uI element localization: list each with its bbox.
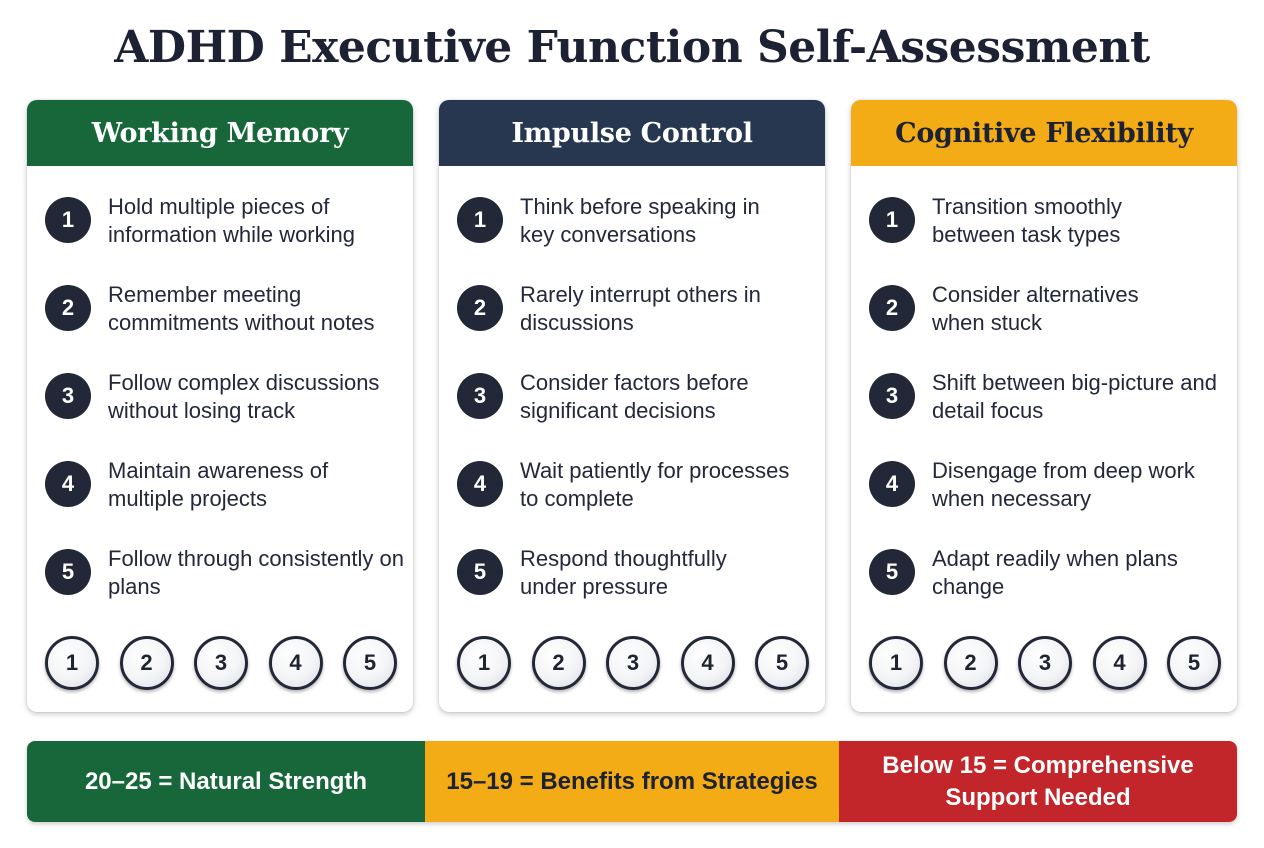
rating-option-2[interactable]: 2 [531, 636, 586, 690]
rating-option-4[interactable]: 4 [1092, 636, 1147, 690]
list-item: 5 Adapt readily when plans change [851, 545, 1237, 633]
rating-option-2[interactable]: 2 [119, 636, 174, 690]
item-text: Rarely interrupt others in discussions [520, 282, 761, 335]
item-text: Respond thoughtfully under pressure [520, 546, 727, 599]
legend-strength-label: 20–25 = Natural Strength [84, 767, 368, 795]
rating-option-5[interactable]: 5 [1167, 636, 1221, 690]
rating-scale: 1 2 3 4 5 [457, 636, 809, 690]
list-item: 4 Disengage from deep work when necessar… [851, 457, 1237, 545]
item-list: 1 Transition smoothly between task types… [851, 166, 1237, 633]
list-item: 1 Think before speaking in key conversat… [439, 193, 825, 281]
rating-scale: 1 2 3 4 5 [869, 636, 1221, 690]
item-text: Consider alternatives when stuck [932, 282, 1139, 335]
item-list: 1 Hold multiple pieces of information wh… [27, 166, 413, 633]
item-number: 4 [457, 461, 503, 507]
rating-option-1[interactable]: 1 [45, 636, 99, 690]
item-text: Disengage from deep work when necessary [932, 458, 1195, 511]
rating-option-3[interactable]: 3 [194, 636, 248, 690]
item-text: Adapt readily when plans change [932, 546, 1178, 599]
rating-option-4[interactable]: 4 [268, 636, 323, 690]
list-item: 2 Rarely interrupt others in discussions [439, 281, 825, 369]
card-title: Cognitive Flexibility [895, 117, 1193, 149]
legend-strategies-label: 15–19 = Benefits from Strategies [446, 767, 818, 795]
rating-option-5[interactable]: 5 [343, 636, 397, 690]
card-title: Impulse Control [511, 117, 753, 149]
item-text: Transition smoothly between task types [932, 194, 1122, 247]
rating-option-5[interactable]: 5 [755, 636, 809, 690]
item-number: 3 [45, 373, 91, 419]
legend-support-label: Below 15 = Comprehensive Support Needed [882, 751, 1194, 811]
item-number: 5 [457, 549, 503, 595]
item-text: Think before speaking in key conversatio… [520, 194, 760, 247]
item-number: 2 [45, 285, 91, 331]
rating-option-1[interactable]: 1 [457, 636, 511, 690]
list-item: 5 Respond thoughtfully under pressure [439, 545, 825, 633]
item-text: Wait patiently for processes to complete [520, 458, 790, 511]
item-number: 2 [457, 285, 503, 331]
card-title: Working Memory [91, 117, 349, 149]
list-item: 2 Remember meeting commitments without n… [27, 281, 413, 369]
item-number: 4 [869, 461, 915, 507]
item-number: 1 [457, 197, 503, 243]
item-text: Follow complex discussions without losin… [108, 370, 380, 423]
item-number: 3 [457, 373, 503, 419]
list-item: 4 Wait patiently for processes to comple… [439, 457, 825, 545]
item-number: 3 [869, 373, 915, 419]
list-item: 1 Hold multiple pieces of information wh… [27, 193, 413, 281]
list-item: 5 Follow through consistently on plans [27, 545, 413, 633]
rating-option-1[interactable]: 1 [869, 636, 923, 690]
item-number: 4 [45, 461, 91, 507]
score-legend: 20–25 = Natural Strength 15–19 = Benefit… [27, 741, 1237, 822]
item-text: Hold multiple pieces of information whil… [108, 194, 355, 247]
list-item: 3 Consider factors before significant de… [439, 369, 825, 457]
item-number: 5 [45, 549, 91, 595]
card-header: Working Memory [27, 100, 413, 166]
rating-option-4[interactable]: 4 [680, 636, 735, 690]
item-text: Consider factors before significant deci… [520, 370, 749, 423]
rating-option-2[interactable]: 2 [943, 636, 998, 690]
legend-comprehensive-support: Below 15 = Comprehensive Support Needed [839, 741, 1237, 822]
item-number: 1 [869, 197, 915, 243]
card-header: Cognitive Flexibility [851, 100, 1237, 166]
list-item: 1 Transition smoothly between task types [851, 193, 1237, 281]
rating-scale: 1 2 3 4 5 [45, 636, 397, 690]
rating-option-3[interactable]: 3 [606, 636, 660, 690]
working-memory-card: Working Memory 1 Hold multiple pieces of… [27, 100, 413, 712]
item-number: 1 [45, 197, 91, 243]
item-text: Maintain awareness of multiple projects [108, 458, 329, 511]
item-number: 5 [869, 549, 915, 595]
item-text: Remember meeting commitments without not… [108, 282, 375, 335]
legend-benefits-from-strategies: 15–19 = Benefits from Strategies [425, 741, 839, 822]
item-text: Follow through consistently on plans [108, 546, 404, 599]
list-item: 3 Follow complex discussions without los… [27, 369, 413, 457]
item-text: Shift between big-picture and detail foc… [932, 370, 1217, 423]
page-title: ADHD Executive Function Self-Assessment [114, 22, 1150, 73]
item-number: 2 [869, 285, 915, 331]
impulse-control-card: Impulse Control 1 Think before speaking … [439, 100, 825, 712]
legend-natural-strength: 20–25 = Natural Strength [27, 741, 425, 822]
item-list: 1 Think before speaking in key conversat… [439, 166, 825, 633]
cognitive-flexibility-card: Cognitive Flexibility 1 Transition smoot… [851, 100, 1237, 712]
rating-option-3[interactable]: 3 [1018, 636, 1072, 690]
list-item: 4 Maintain awareness of multiple project… [27, 457, 413, 545]
list-item: 2 Consider alternatives when stuck [851, 281, 1237, 369]
list-item: 3 Shift between big-picture and detail f… [851, 369, 1237, 457]
card-header: Impulse Control [439, 100, 825, 166]
